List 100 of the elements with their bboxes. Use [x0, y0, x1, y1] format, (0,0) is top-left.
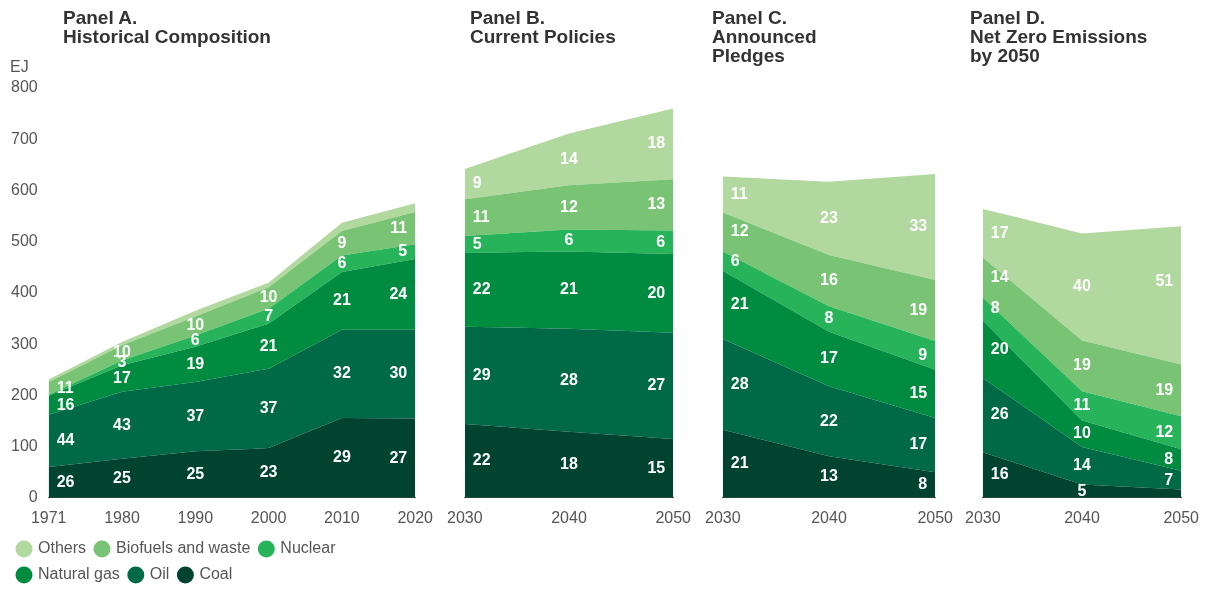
annotation: 27	[389, 448, 408, 466]
annotation: 17	[990, 223, 1009, 241]
annotation: 25	[113, 468, 131, 486]
annotation: 18	[647, 134, 666, 152]
y-tick-label: 0	[28, 488, 38, 506]
annotation: 8	[1164, 450, 1174, 468]
annotation: 6	[730, 251, 740, 269]
annotation: 13	[820, 467, 838, 485]
chart-title: Panel B. Current Policies	[470, 7, 616, 47]
legend-label: Biofuels and waste	[116, 539, 251, 557]
annotation: 21	[333, 291, 351, 309]
annotation: 14	[1073, 456, 1091, 474]
annotation: 8	[824, 309, 834, 327]
annotation: 16	[820, 271, 838, 289]
annotation: 16	[56, 395, 75, 413]
annotation: 21	[259, 336, 278, 354]
annotation: 13	[647, 195, 666, 213]
annotation: 16	[990, 465, 1009, 483]
annotation: 40	[1073, 277, 1091, 295]
annotation: 30	[389, 364, 408, 382]
annotation: 5	[398, 242, 408, 260]
legend-label: Oil	[149, 565, 170, 583]
annotation: 22	[472, 451, 491, 469]
annotation: 29	[333, 448, 351, 466]
legend-label: Natural gas	[38, 565, 120, 583]
annotation: 21	[730, 454, 749, 472]
x-tick-label: 2040	[1064, 508, 1100, 526]
y-tick-label: 200	[10, 385, 38, 403]
legend-label: Nuclear	[280, 539, 337, 557]
annotation: 6	[190, 331, 200, 349]
y-tick-label: 100	[10, 436, 38, 454]
x-tick-label: 2030	[705, 508, 741, 526]
y-tick-label: 400	[10, 283, 38, 301]
y-tick-label: 600	[10, 180, 38, 198]
chart-title: Panel C. Announced Pledges	[712, 7, 817, 66]
annotation: 20	[647, 283, 666, 301]
chart-title: Panel A. Historical Composition	[63, 7, 271, 47]
annotation: 10	[259, 288, 278, 306]
annotation: 7	[264, 306, 274, 324]
y-tick-label: 800	[10, 78, 38, 96]
x-tick-label: 2050	[917, 508, 954, 526]
y-axis-title: EJ	[10, 58, 29, 76]
annotation: 9	[472, 174, 482, 192]
y-tick-label: 700	[10, 129, 38, 147]
x-tick-label: 1980	[104, 508, 140, 526]
annotation: 12	[560, 197, 578, 215]
x-tick-label: 2030	[965, 508, 1001, 526]
annotation: 28	[730, 374, 749, 392]
annotation: 51	[1155, 271, 1174, 289]
annotation: 11	[1073, 396, 1091, 414]
annotation: 7	[1164, 470, 1174, 488]
chart-title: Panel D. Net Zero Emissions by 2050	[970, 7, 1148, 66]
annotation: 19	[1155, 380, 1174, 398]
annotation: 25	[186, 464, 205, 482]
annotation: 6	[656, 232, 666, 250]
x-tick-label: 2030	[447, 508, 483, 526]
annotation: 6	[337, 254, 347, 272]
annotation: 14	[560, 149, 578, 167]
annotation: 20	[990, 339, 1009, 357]
annotation: 33	[909, 217, 928, 235]
annotation: 11	[390, 218, 408, 236]
annotation: 44	[56, 431, 75, 449]
x-tick-label: 2040	[551, 508, 587, 526]
annotation: 43	[113, 415, 131, 433]
annotation: 10	[186, 316, 205, 334]
annotation: 9	[918, 345, 928, 363]
annotation: 18	[560, 455, 578, 473]
annotation: 15	[909, 384, 928, 402]
x-tick-label: 1990	[177, 508, 214, 526]
annotation: 15	[647, 458, 666, 476]
legend-label: Others	[38, 539, 87, 557]
annotation: 29	[472, 365, 491, 383]
x-tick-label: 2050	[655, 508, 692, 526]
annotation: 17	[909, 435, 928, 453]
y-tick-label: 500	[10, 232, 38, 250]
annotation: 19	[186, 354, 205, 372]
annotation: 24	[389, 284, 408, 302]
annotation: 27	[647, 376, 666, 394]
annotation: 22	[472, 280, 491, 298]
x-tick-label: 2000	[250, 508, 287, 526]
annotation: 37	[259, 398, 278, 416]
y-tick-label: 300	[10, 334, 38, 352]
annotation: 17	[820, 349, 838, 367]
annotation: 28	[560, 370, 578, 388]
x-tick-label: 2010	[324, 508, 360, 526]
annotation: 32	[333, 364, 351, 382]
x-tick-label: 2020	[397, 508, 434, 526]
annotation: 26	[990, 405, 1009, 423]
annotation: 8	[918, 475, 928, 493]
annotation: 37	[186, 407, 205, 425]
annotation: 9	[337, 233, 347, 251]
annotation: 22	[820, 411, 838, 429]
annotation: 11	[730, 184, 748, 202]
annotation: 5	[472, 234, 482, 252]
x-tick-label: 1971	[30, 508, 67, 526]
annotation: 17	[113, 368, 131, 386]
annotation: 19	[1073, 356, 1091, 374]
annotation: 11	[472, 208, 490, 226]
annotation: 6	[564, 230, 574, 248]
annotation: 12	[730, 222, 749, 240]
